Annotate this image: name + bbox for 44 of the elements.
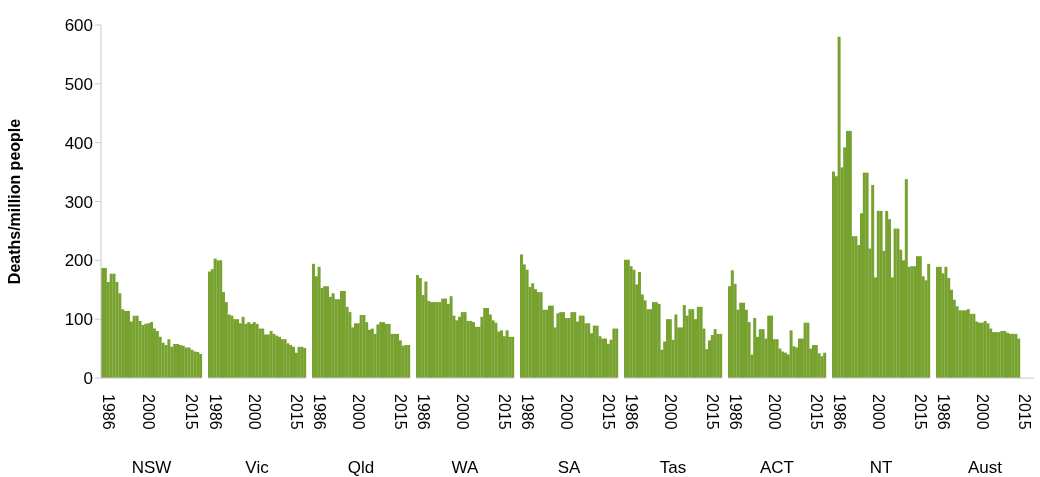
x-axis-title: ACT bbox=[760, 458, 794, 477]
x-tick-label: 2015 bbox=[287, 394, 305, 430]
y-tick-label: 0 bbox=[83, 369, 93, 389]
x-axis-title: Tas bbox=[659, 458, 687, 477]
x-tick-label: 2015 bbox=[911, 394, 929, 430]
x-tick-label: 1986 bbox=[622, 394, 640, 430]
y-tick-label: 500 bbox=[64, 74, 93, 94]
x-axis-title: Aust bbox=[967, 458, 1003, 477]
x-tick-label: 2015 bbox=[183, 394, 201, 430]
x-tick-label: 2015 bbox=[391, 394, 409, 430]
x-tick-label: 2000 bbox=[349, 394, 367, 430]
x-tick-label: 1986 bbox=[518, 394, 536, 430]
y-tick-label: 400 bbox=[64, 133, 93, 153]
x-tick-label: 2015 bbox=[495, 394, 513, 430]
x-axis-title: Qld bbox=[347, 458, 375, 477]
x-tick-label: 1986 bbox=[830, 394, 848, 430]
x-tick-label: 1986 bbox=[99, 394, 117, 430]
x-tick-label: 2000 bbox=[765, 394, 783, 430]
x-tick-label: 1986 bbox=[726, 394, 744, 430]
x-tick-label: 1986 bbox=[934, 394, 952, 430]
y-tick-label: 600 bbox=[64, 16, 93, 36]
x-tick-label: 2015 bbox=[807, 394, 825, 430]
x-tick-label: 2000 bbox=[973, 394, 991, 430]
x-tick-label: 1986 bbox=[206, 394, 224, 430]
y-axis-title: Deaths/million people bbox=[5, 118, 23, 285]
y-tick-label: 100 bbox=[64, 310, 93, 330]
x-axis-title: WA bbox=[451, 458, 480, 477]
x-tick-label: 2000 bbox=[245, 394, 263, 430]
y-tick-label: 300 bbox=[64, 192, 93, 212]
x-tick-label: 2000 bbox=[140, 394, 158, 430]
x-tick-label: 2015 bbox=[1015, 394, 1033, 430]
x-tick-label: 2000 bbox=[557, 394, 575, 430]
y-tick-label: 200 bbox=[64, 251, 93, 271]
x-axis-title: NSW bbox=[131, 458, 172, 477]
x-axis-title: SA bbox=[557, 458, 581, 477]
x-tick-label: 2000 bbox=[453, 394, 471, 430]
x-axis-title: Vic bbox=[245, 458, 270, 477]
x-tick-label: 2015 bbox=[599, 394, 617, 430]
x-tick-label: 2000 bbox=[869, 394, 887, 430]
x-tick-label: 2000 bbox=[661, 394, 679, 430]
x-tick-label: 1986 bbox=[414, 394, 432, 430]
x-axis-title: NT bbox=[869, 458, 893, 477]
x-tick-label: 2015 bbox=[703, 394, 721, 430]
x-tick-label: 1986 bbox=[310, 394, 328, 430]
